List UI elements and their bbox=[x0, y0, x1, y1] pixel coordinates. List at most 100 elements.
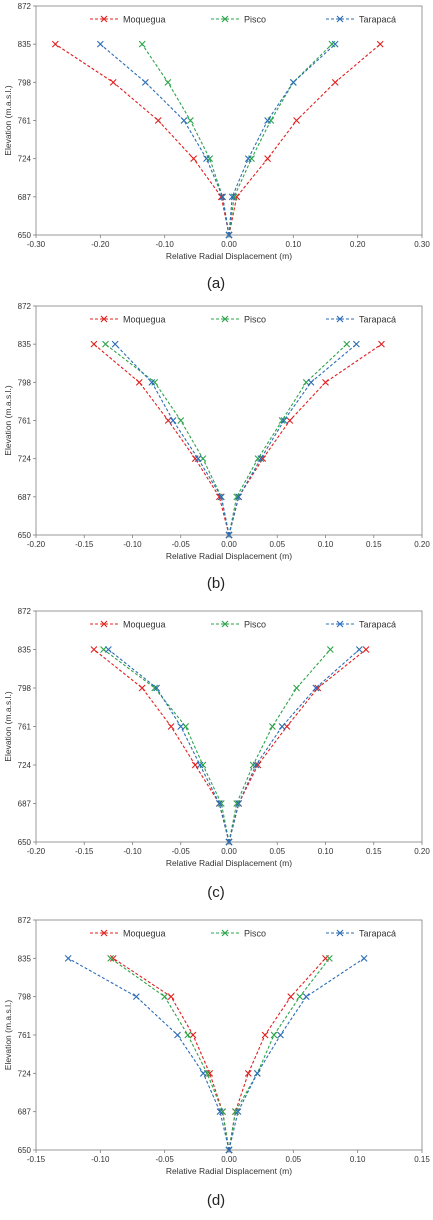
data-point bbox=[289, 78, 297, 86]
plot-area bbox=[35, 919, 423, 1151]
panel-caption: (d) bbox=[207, 1192, 225, 1209]
y-tick-label: 687 bbox=[18, 193, 32, 202]
y-tick-label: 835 bbox=[18, 954, 32, 963]
data-point bbox=[90, 340, 98, 348]
data-point bbox=[293, 684, 300, 692]
data-point bbox=[102, 340, 109, 348]
data-point bbox=[234, 1108, 242, 1116]
data-point bbox=[302, 378, 310, 386]
legend-label: Moquegua bbox=[123, 620, 166, 630]
data-point bbox=[182, 723, 189, 730]
x-tick-label: 0.10 bbox=[318, 540, 334, 549]
y-tick-label: 835 bbox=[18, 340, 32, 349]
data-point bbox=[167, 723, 175, 730]
y-axis-label: Elevation (m.a.s.l.) bbox=[3, 385, 13, 456]
data-point bbox=[64, 954, 72, 962]
series-2 bbox=[64, 954, 368, 1154]
data-point bbox=[164, 417, 172, 424]
plot-area bbox=[35, 305, 423, 536]
data-point bbox=[100, 646, 107, 653]
series-line-right bbox=[228, 343, 348, 536]
y-tick-label: 835 bbox=[18, 40, 32, 49]
x-axis-label: Relative Radial Displacement (m) bbox=[166, 858, 292, 868]
y-tick-label: 798 bbox=[18, 78, 32, 87]
data-point bbox=[302, 993, 310, 1001]
y-tick-label: 724 bbox=[18, 761, 32, 770]
data-point bbox=[264, 155, 271, 163]
y-tick-label: 761 bbox=[18, 1031, 32, 1040]
data-point bbox=[328, 40, 336, 48]
x-tick-label: 0.15 bbox=[366, 847, 382, 856]
x-tick-label: 0.20 bbox=[350, 240, 366, 249]
legend-marker bbox=[221, 929, 229, 937]
data-point bbox=[331, 40, 339, 48]
data-point bbox=[360, 954, 368, 962]
data-point bbox=[376, 40, 384, 48]
data-point bbox=[293, 117, 300, 124]
data-point bbox=[138, 40, 146, 48]
x-tick-label: -0.20 bbox=[27, 540, 46, 549]
x-tick-label: -0.10 bbox=[123, 540, 142, 549]
data-point bbox=[283, 723, 291, 730]
data-point bbox=[287, 993, 295, 1001]
data-point bbox=[280, 417, 288, 424]
data-point bbox=[225, 838, 233, 846]
y-tick-label: 761 bbox=[18, 117, 32, 126]
x-axis-label: Relative Radial Displacement (m) bbox=[166, 1166, 292, 1176]
data-point bbox=[138, 684, 146, 692]
legend-label: Moquegua bbox=[123, 315, 166, 325]
data-point bbox=[135, 378, 143, 386]
series-0 bbox=[51, 40, 384, 239]
y-tick-label: 724 bbox=[18, 155, 32, 164]
y-tick-label: 650 bbox=[18, 531, 32, 540]
data-point bbox=[151, 684, 159, 692]
legend-marker bbox=[221, 620, 229, 628]
data-point bbox=[343, 340, 351, 348]
data-point bbox=[307, 378, 315, 386]
data-point bbox=[184, 1031, 192, 1039]
data-point bbox=[314, 684, 322, 692]
y-tick-label: 650 bbox=[18, 1146, 32, 1155]
data-point bbox=[196, 761, 204, 769]
data-point bbox=[378, 340, 385, 348]
y-tick-label: 650 bbox=[18, 838, 32, 847]
x-tick-label: 0.05 bbox=[286, 1155, 302, 1164]
data-point bbox=[217, 493, 225, 501]
x-tick-label: -0.20 bbox=[27, 847, 46, 856]
data-point bbox=[254, 761, 262, 769]
data-point bbox=[331, 78, 339, 86]
data-point bbox=[269, 723, 276, 730]
data-point bbox=[215, 800, 223, 807]
legend-marker bbox=[336, 315, 344, 323]
legend-label: Tarapacá bbox=[359, 15, 396, 25]
legend-marker bbox=[100, 15, 108, 23]
series-line-left bbox=[114, 343, 230, 536]
chart-panel-2: 650 687 724 761 798 835 872 -0.20 -0.15 -0.10 -0.0… bbox=[3, 607, 430, 901]
data-point bbox=[235, 493, 243, 501]
data-point bbox=[228, 193, 236, 201]
x-tick-label: 0.00 bbox=[221, 1155, 237, 1164]
plot-area bbox=[35, 5, 423, 236]
y-tick-label: 724 bbox=[18, 455, 32, 464]
legend-marker bbox=[221, 315, 229, 323]
chart-panel-0: 650 687 724 761 798 835 872 -0.30 -0.20 -0.10 0.00… bbox=[3, 2, 430, 292]
panel-caption: (a) bbox=[207, 275, 225, 292]
legend-label: Pisco bbox=[244, 15, 266, 25]
y-tick-label: 687 bbox=[18, 800, 32, 809]
x-tick-label: -0.05 bbox=[172, 540, 191, 549]
x-tick-label: -0.15 bbox=[27, 1155, 46, 1164]
data-point bbox=[153, 684, 161, 692]
series-line-right bbox=[228, 343, 357, 536]
data-point bbox=[278, 723, 286, 730]
data-point bbox=[51, 40, 59, 48]
series-line-right bbox=[228, 957, 365, 1151]
data-point bbox=[225, 1146, 233, 1154]
x-tick-label: 0.00 bbox=[221, 540, 237, 549]
x-tick-label: 0.05 bbox=[269, 847, 285, 856]
data-point bbox=[219, 193, 226, 201]
series-line-left bbox=[110, 957, 230, 1151]
y-tick-label: 724 bbox=[18, 1069, 32, 1078]
data-point bbox=[111, 340, 119, 348]
series-line-right bbox=[228, 957, 330, 1151]
